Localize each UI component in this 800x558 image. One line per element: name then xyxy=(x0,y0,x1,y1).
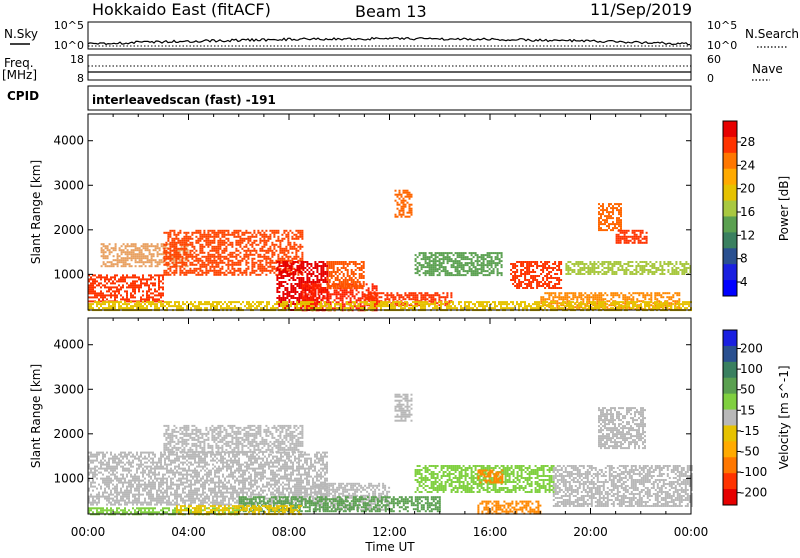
nave-tick-hi: 60 xyxy=(707,53,721,66)
colorbar-segment xyxy=(723,346,737,362)
y-tick-label: 4000 xyxy=(53,134,84,148)
colorbar-segment xyxy=(723,489,737,505)
y-tick-label: 2000 xyxy=(53,223,84,237)
colorbar-segment xyxy=(723,248,737,264)
colorbar-segment xyxy=(723,362,737,378)
colorbar-tick-label: 24 xyxy=(740,158,755,172)
x-tick-label: 20:00 xyxy=(573,525,608,539)
x-tick-label: 00:00 xyxy=(71,525,106,539)
echo-region xyxy=(616,230,648,244)
mhz-label: [MHz] xyxy=(2,68,37,82)
power-panel: 1000 2000 3000 4000 Slant Range [km] 28 24 20 16… xyxy=(29,114,791,311)
x-tick-label: 04:00 xyxy=(171,525,206,539)
colorbar-tick-label: 20 xyxy=(740,182,755,196)
x-tick-label: 16:00 xyxy=(473,525,508,539)
nsky-panel xyxy=(88,22,691,49)
colorbar-segment xyxy=(723,232,737,248)
freq-tick-hi: 18 xyxy=(70,53,84,66)
colorbar-tick-label: -200 xyxy=(740,486,767,500)
echo-region xyxy=(553,465,693,507)
colorbar-segment xyxy=(723,394,737,410)
echo-region xyxy=(415,465,555,493)
echo-region xyxy=(510,261,562,289)
colorbar-segment xyxy=(723,201,737,217)
colorbar-tick-label: 8 xyxy=(740,252,748,266)
colorbar-segment xyxy=(723,378,737,394)
y-axis-label: Slant Range [km] xyxy=(29,160,43,264)
echo-region xyxy=(163,230,303,276)
colorbar-segment xyxy=(723,473,737,489)
velocity-panel: 1000 2000 3000 4000 Slant Range [km] 200 100 50… xyxy=(29,318,791,515)
colorbar-segment xyxy=(723,216,737,232)
y-axis-label: Slant Range [km] xyxy=(29,364,43,468)
beam-title: Beam 13 xyxy=(355,2,427,21)
cpid-label: CPID xyxy=(7,89,39,103)
colorbar-segment xyxy=(723,121,737,137)
colorbar-tick-label: 50 xyxy=(740,383,755,397)
echo-region xyxy=(163,425,303,453)
y-tick-label: 3000 xyxy=(53,178,84,192)
cpid-program-label: interleavedscan (fast) -191 xyxy=(92,93,276,107)
colorbar-tick-label: 15 xyxy=(740,403,755,417)
colorbar-label: Power [dB] xyxy=(777,176,791,241)
y-tick-label: 1000 xyxy=(53,471,84,485)
colorbar-label: Velocity [m s^-1] xyxy=(777,365,791,469)
time-axis-label: Time UT xyxy=(364,540,415,554)
colorbar-segment xyxy=(723,185,737,201)
nsky-tick-hi: 10^5 xyxy=(54,19,84,32)
x-tick-label: 00:00 xyxy=(674,525,709,539)
nave-tick-lo: 0 xyxy=(707,72,714,85)
nsky-label: N.Sky xyxy=(4,27,38,41)
colorbar-tick-label: 200 xyxy=(740,342,763,356)
colorbar-segment xyxy=(723,441,737,457)
colorbar-tick-label: 28 xyxy=(740,135,755,149)
echo-region xyxy=(88,274,164,302)
nsky-trace xyxy=(88,38,690,45)
colorbar-tick-label: -50 xyxy=(740,444,760,458)
station-title: Hokkaido East (fitACF) xyxy=(92,0,271,19)
echo-region xyxy=(415,252,503,276)
y-tick-label: 1000 xyxy=(53,267,84,281)
nsearch-label: N.Search xyxy=(745,27,799,41)
colorbar-segment xyxy=(723,137,737,153)
colorbar-segment xyxy=(723,264,737,280)
colorbar-tick-label: 4 xyxy=(740,275,748,289)
colorbar-segment xyxy=(723,410,737,426)
freq-tick-lo: 8 xyxy=(77,72,84,85)
y-tick-label: 2000 xyxy=(53,427,84,441)
x-tick-label: 08:00 xyxy=(272,525,307,539)
colorbar-tick-label: 12 xyxy=(740,228,755,242)
nsearch-tick-hi: 10^5 xyxy=(707,19,737,32)
colorbar-segment xyxy=(723,425,737,441)
echo-region xyxy=(565,261,691,275)
colorbar-segment xyxy=(723,330,737,346)
colorbar-tick-label: 16 xyxy=(740,205,755,219)
echo-region xyxy=(477,501,541,515)
nsearch-tick-lo: 10^0 xyxy=(707,39,737,52)
echo-region xyxy=(598,407,646,449)
colorbar-tick-label: 100 xyxy=(740,362,763,376)
time-axis: 00:00 04:00 08:00 12:00 16:00 20:00 00:00 xyxy=(71,525,709,539)
echo-region xyxy=(395,190,413,218)
colorbar-segment xyxy=(723,457,737,473)
colorbar-tick-label: -100 xyxy=(740,465,767,479)
x-tick-label: 12:00 xyxy=(372,525,407,539)
echo-region xyxy=(598,203,622,231)
nsky-tick-lo: 10^0 xyxy=(54,39,84,52)
colorbar-segment xyxy=(723,280,737,296)
panel-frame xyxy=(88,114,691,310)
y-tick-label: 3000 xyxy=(53,382,84,396)
date-title: 11/Sep/2019 xyxy=(590,0,692,19)
y-tick-label: 4000 xyxy=(53,338,84,352)
freq-panel xyxy=(88,55,691,80)
colorbar-tick-label: -15 xyxy=(740,424,760,438)
echo-region xyxy=(395,394,413,422)
echo-region xyxy=(364,292,452,306)
colorbar-segment xyxy=(723,153,737,169)
colorbar-segment xyxy=(723,169,737,185)
nave-label: Nave xyxy=(752,62,783,76)
